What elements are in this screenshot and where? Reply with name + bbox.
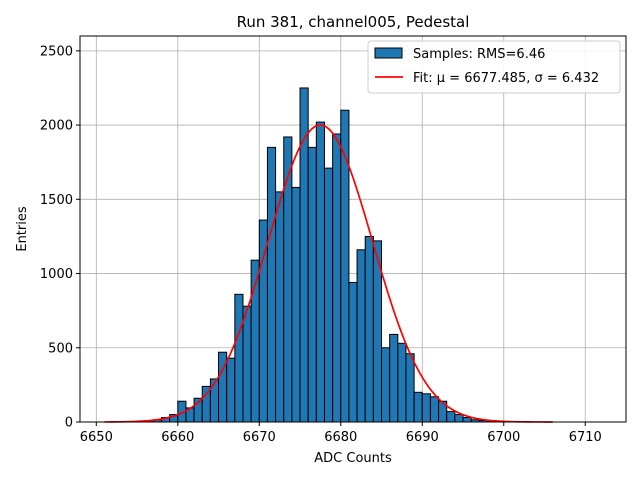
y-tick-label: 500: [48, 341, 73, 356]
gaussian-fit-curve: [104, 124, 553, 423]
histogram-bar: [389, 333, 399, 423]
histogram-bar: [234, 293, 244, 423]
x-tick-label: 6660: [161, 430, 194, 445]
histogram-bar: [209, 378, 220, 423]
histogram-bar: [413, 391, 423, 423]
histogram-bar: [307, 146, 317, 423]
y-axis-label: Entries: [15, 206, 30, 252]
histogram-bar: [454, 414, 464, 423]
legend-histogram-label: Samples: RMS=6.46: [413, 47, 545, 62]
y-tick-label: 1000: [40, 267, 73, 282]
x-tick-label: 6690: [406, 430, 439, 445]
histogram-bar: [226, 357, 236, 423]
histogram-bar: [291, 186, 301, 423]
x-tick-label: 6670: [243, 430, 276, 445]
histogram-bar: [397, 342, 407, 423]
y-tick-label: 1500: [40, 193, 73, 208]
histogram-bar: [283, 136, 293, 423]
histogram-bar: [332, 133, 342, 423]
histogram-bar: [348, 281, 358, 423]
x-tick-label: 6650: [80, 430, 113, 445]
x-tick-label: 6710: [569, 430, 602, 445]
plot-frame: [79, 35, 627, 423]
x-tick-label: 6700: [487, 430, 520, 445]
histogram-bar: [364, 235, 374, 423]
histogram-bar: [242, 305, 252, 423]
legend-box: [367, 40, 621, 94]
legend-histogram-swatch: [374, 47, 403, 59]
histogram-bar: [275, 191, 285, 423]
histogram-bars: [144, 87, 505, 423]
histogram-bar: [323, 167, 334, 423]
histogram-bar: [421, 393, 431, 423]
legend: Samples: RMS=6.46 Fit: μ = 6677.485, σ =…: [367, 40, 621, 94]
histogram-bar: [429, 396, 440, 423]
axis-ticks: 6650 6660 6670 6680 6690 6700 6710 0 500 1000 1500…: [40, 44, 602, 445]
legend-fit-label: Fit: μ = 6677.485, σ = 6.432: [413, 71, 599, 86]
legend-fit-prefix: Fit:: [413, 71, 437, 86]
legend-fit-sigma: σ = 6.432: [535, 71, 600, 86]
histogram-bar: [446, 411, 456, 423]
legend-fit-mu: μ = 6677.485,: [437, 71, 535, 86]
histogram-bar: [405, 353, 415, 423]
histogram-bar: [356, 249, 366, 423]
histogram-bar: [315, 121, 325, 423]
y-tick-label: 2000: [40, 119, 73, 134]
y-tick-label: 2500: [40, 44, 73, 59]
chart-title: Run 381, channel005, Pedestal: [237, 13, 470, 31]
x-axis-label: ADC Counts: [314, 451, 392, 466]
histogram-bar: [462, 417, 472, 423]
histogram-bar: [381, 347, 391, 423]
x-tick-label: 6680: [324, 430, 357, 445]
y-tick-label: 0: [65, 416, 73, 431]
histogram-bar: [266, 146, 277, 423]
fit-curve-group: [104, 124, 553, 423]
